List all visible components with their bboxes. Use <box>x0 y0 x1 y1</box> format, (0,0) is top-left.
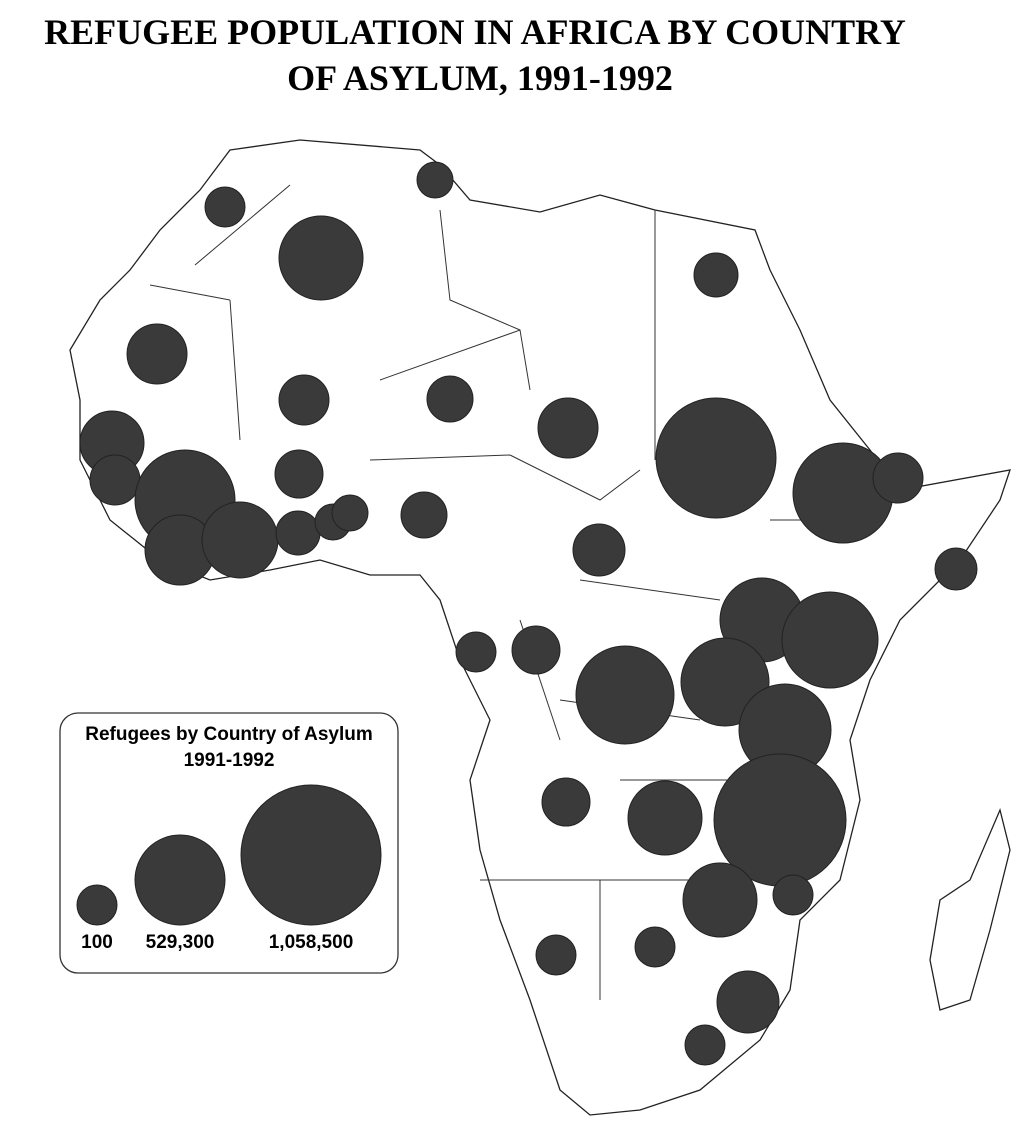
refugee-circle <box>331 494 369 532</box>
refugee-circle <box>537 397 599 459</box>
refugee-circle <box>204 186 246 228</box>
refugee-circle <box>278 374 330 426</box>
legend-label: 100 <box>81 932 113 953</box>
refugee-circle <box>872 452 924 504</box>
refugee-circle <box>716 970 780 1034</box>
legend-circle <box>240 784 382 926</box>
refugee-circle <box>693 252 739 298</box>
refugee-circle <box>575 645 675 745</box>
refugee-circle <box>634 926 676 968</box>
refugee-circle <box>511 625 561 675</box>
refugee-circle <box>772 874 814 916</box>
legend-circle <box>76 884 118 926</box>
refugee-circle <box>274 449 324 499</box>
refugee-circle <box>201 501 279 579</box>
refugee-circle <box>89 454 141 506</box>
refugee-circle <box>682 862 758 938</box>
legend-title: Refugees by Country of Asylum <box>85 724 373 745</box>
refugee-circle <box>126 323 188 385</box>
refugee-circle <box>535 934 577 976</box>
refugee-circle <box>684 1024 726 1066</box>
refugee-circle <box>426 375 474 423</box>
map-title: OF ASYLUM, 1991-1992 <box>287 58 673 98</box>
legend-label: 1,058,500 <box>269 932 354 953</box>
madagascar <box>929 807 1011 1011</box>
map-title: REFUGEE POPULATION IN AFRICA BY COUNTRY <box>44 12 906 52</box>
refugee-circle <box>400 491 448 539</box>
legend-circle <box>134 834 226 926</box>
refugee-circle <box>455 631 497 673</box>
refugee-circle <box>781 591 879 689</box>
refugee-circle <box>655 397 777 519</box>
refugee-circle <box>541 777 591 827</box>
refugee-circle <box>278 215 364 301</box>
refugee-circle <box>416 161 454 199</box>
legend-title: 1991-1992 <box>184 750 275 771</box>
refugee-circle <box>934 547 978 591</box>
refugee-circle <box>572 523 626 577</box>
refugee-circle <box>275 510 321 556</box>
legend-label: 529,300 <box>146 932 215 953</box>
refugee-circle <box>627 780 703 856</box>
